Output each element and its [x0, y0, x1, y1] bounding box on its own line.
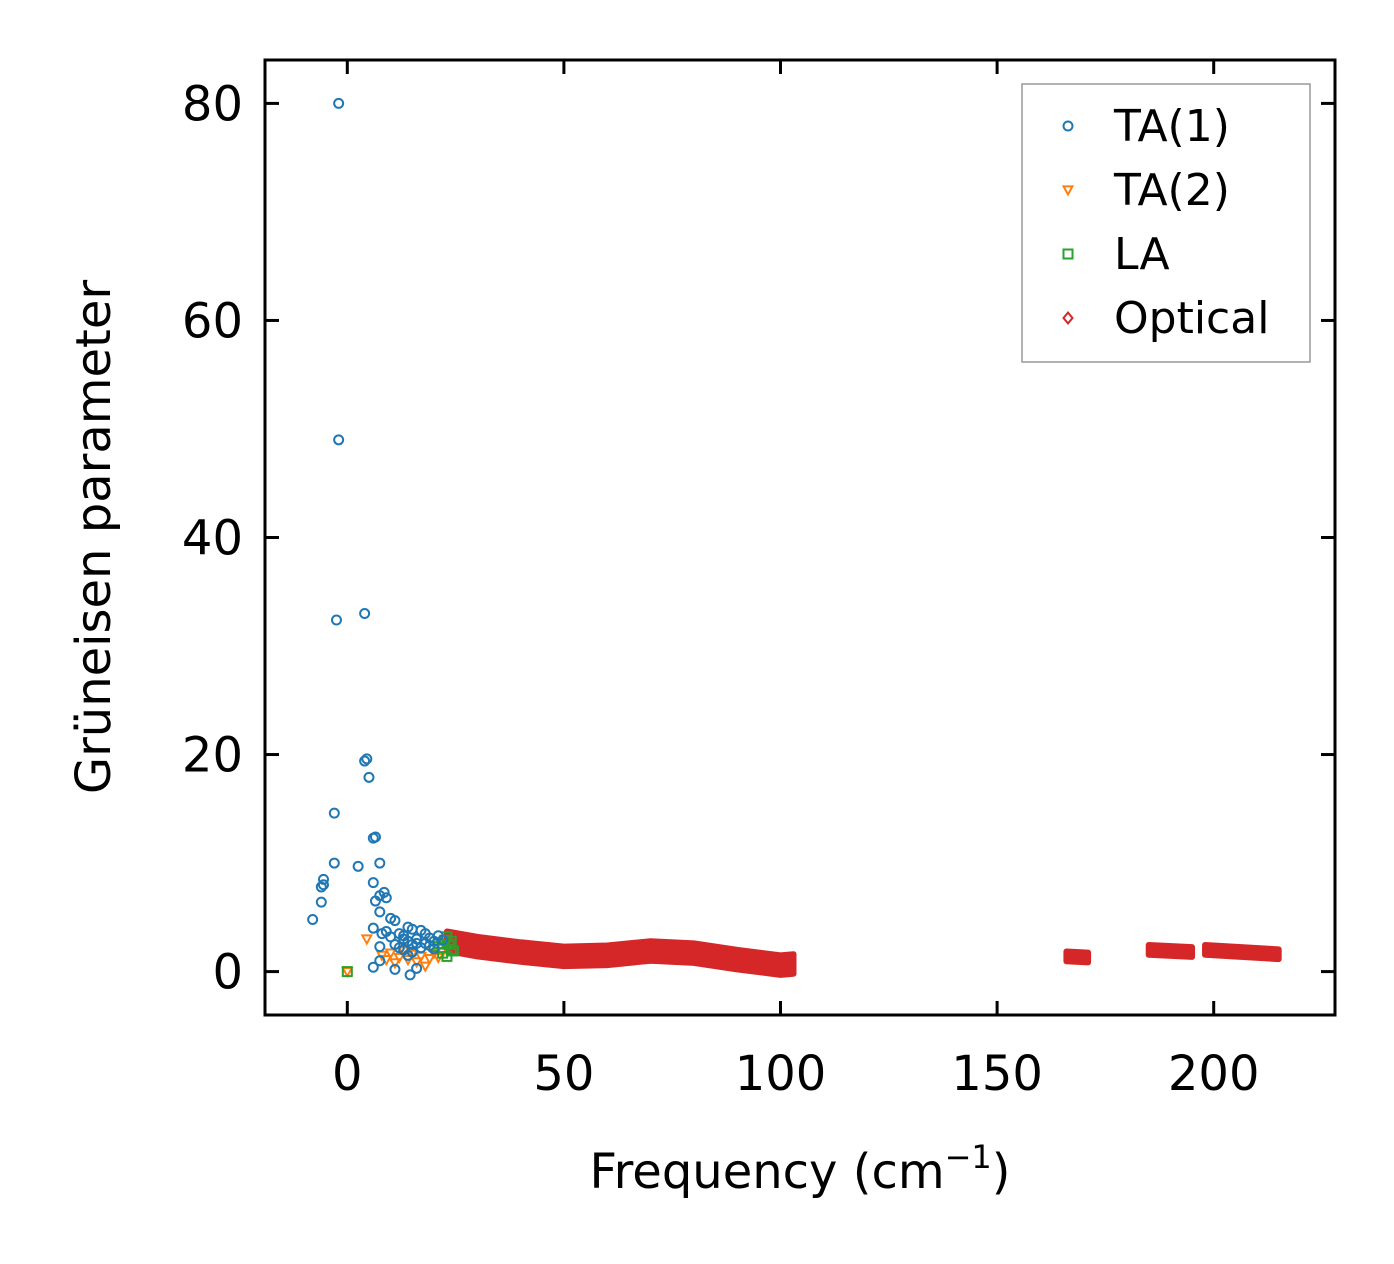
y-axis-label: Grüneisen parameter	[66, 280, 122, 795]
plot-frame	[263, 58, 1337, 1017]
data-point	[333, 434, 345, 446]
data-point	[315, 896, 327, 908]
data-point	[411, 933, 423, 945]
data-point	[441, 950, 453, 962]
data-point	[307, 914, 319, 925]
data-point	[359, 755, 371, 767]
data-point	[341, 966, 353, 978]
data-point	[328, 807, 340, 819]
data-point	[315, 881, 327, 893]
legend-marker	[1062, 120, 1074, 132]
optical-band	[443, 928, 797, 978]
data-point	[360, 934, 374, 946]
x-tick-label: 50	[533, 1046, 594, 1102]
optical-band	[1145, 942, 1196, 960]
data-point	[402, 949, 414, 961]
data-point	[333, 97, 345, 109]
data-point	[404, 969, 416, 981]
data-point	[369, 831, 381, 843]
y-tick-label: 80	[182, 76, 243, 132]
data-point	[367, 922, 379, 934]
data-point	[406, 949, 419, 961]
data-point	[415, 924, 427, 936]
x-axis-label: Frequency (cm−1)	[589, 1138, 1010, 1200]
y-tick-label: 20	[182, 728, 243, 784]
series-optical	[443, 928, 1282, 978]
data-point	[410, 957, 423, 969]
data-point	[367, 961, 379, 973]
x-tick-label: 200	[1168, 1046, 1260, 1102]
data-point	[359, 607, 371, 619]
axis-ticks: 0 50 100 150 200 0 20 40 60 80	[182, 60, 1335, 1102]
data-point	[328, 857, 340, 869]
data-point	[352, 860, 364, 872]
data-point	[384, 948, 397, 960]
data-point	[428, 943, 440, 955]
y-tick-label: 40	[182, 511, 243, 567]
data-point	[361, 753, 373, 765]
legend-label: LA	[1114, 229, 1170, 280]
x-tick-label: 150	[951, 1046, 1043, 1102]
data-point	[389, 915, 401, 927]
y-tick-label: 0	[212, 945, 243, 1001]
data-point	[398, 930, 410, 942]
x-tick-label: 100	[735, 1046, 827, 1102]
data-point	[363, 771, 375, 783]
data-point	[367, 877, 379, 889]
legend-marker	[1061, 185, 1075, 197]
data-point	[411, 962, 423, 974]
data-point	[388, 958, 402, 970]
data-point	[393, 942, 405, 954]
legend-label: TA(1)	[1113, 101, 1230, 152]
data-point	[330, 614, 342, 626]
y-tick-label: 60	[182, 293, 243, 349]
legend-marker	[1062, 248, 1074, 260]
data-point	[374, 906, 386, 918]
x-tick-label: 0	[332, 1046, 363, 1102]
legend-label: Optical	[1114, 293, 1269, 344]
data-point	[437, 934, 449, 946]
data-point	[374, 941, 386, 953]
data-point	[374, 857, 386, 869]
data-point	[389, 963, 401, 975]
data-point	[423, 953, 436, 966]
data-point	[380, 892, 392, 904]
optical-band	[1202, 942, 1282, 963]
legend: TA(1) TA(2) LA Optical	[1021, 83, 1311, 363]
data-point	[393, 952, 406, 965]
data-point	[411, 937, 423, 949]
series-ta1	[307, 97, 449, 981]
optical-band	[1063, 948, 1092, 966]
legend-marker	[1062, 311, 1074, 325]
data-point	[369, 895, 381, 907]
data-point	[317, 879, 329, 891]
legend-label: TA(2)	[1113, 165, 1230, 216]
data-point	[374, 955, 386, 967]
data-point	[419, 961, 432, 973]
